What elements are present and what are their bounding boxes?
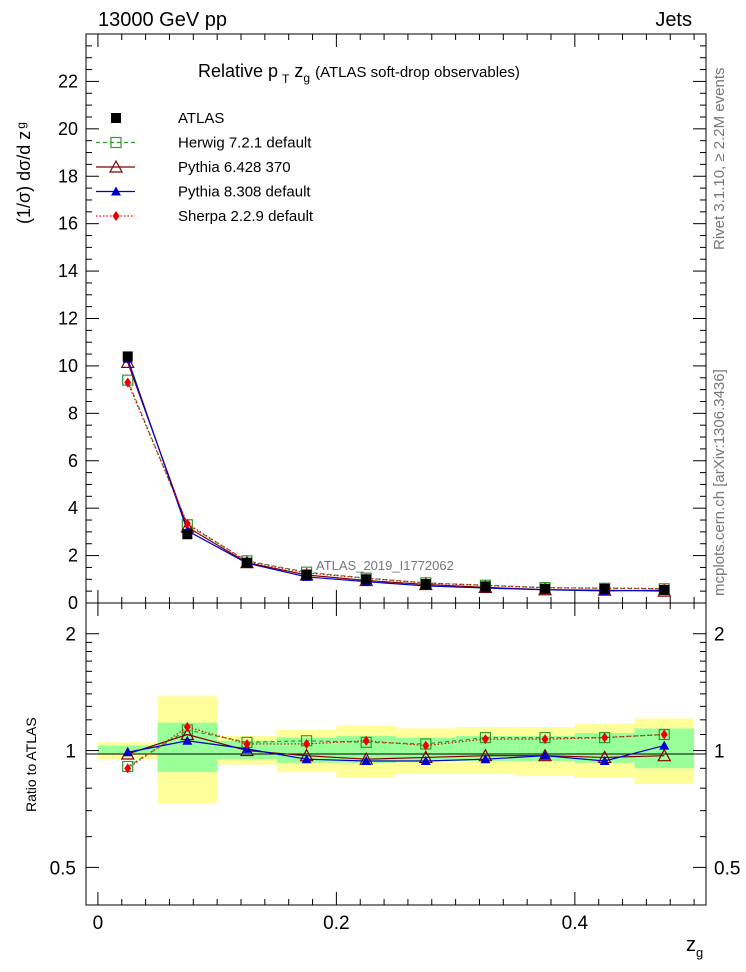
ratio-data-point [601,732,609,743]
main-y-tick-label: 22 [58,71,78,91]
main-data-point [659,584,670,595]
main-data-point [599,583,610,594]
ratio-y-tick-label-right: 1 [714,742,725,763]
main-y-axis: 0 2 4 6 8 10 12 14 16 18 20 22 [58,45,706,613]
rivet-label: Rivet 3.1.10, ≥ 2.2M events [711,68,728,251]
ratio-data-point [480,754,491,764]
ratio-data-point [659,740,670,750]
ratio-data-point [122,747,133,757]
main-y-tick-label: 12 [58,309,78,329]
main-y-tick-label: 6 [68,451,78,471]
main-y-tick-label: 20 [58,119,78,139]
ratio-y-label: Ratio to ATLAS [23,717,39,812]
ratio-y-tick-label-right: 0.5 [714,858,740,879]
main-data-point [183,518,191,529]
main-data-point [420,579,431,590]
legend-label: Pythia 6.428 370 [178,159,291,176]
ratio-data-point [183,722,191,733]
legend-label: Pythia 8.308 default [178,184,311,201]
x-axis: 0 0.2 0.4 [93,34,695,934]
legend-marker [111,113,121,123]
main-y-tick-label: 4 [68,498,78,518]
ratio-data-point [303,738,311,749]
ratio-frame [85,602,707,906]
mcplots-label: mcplots.cern.ch [arXiv:1306.3436] [711,369,728,596]
ratio-series-line [127,740,665,762]
legend-item: Pythia 8.308 default [96,184,311,201]
ratio-y-tick-label: 0.5 [50,858,76,879]
main-series-line [127,382,665,590]
main-data-point [241,557,252,568]
ratio-data-point [538,748,553,762]
ratio-data-point [362,735,370,746]
main-y-tick-label: 16 [58,214,78,234]
ratio-y-axis: 0.5 0.5 1 1 2 2 [50,625,741,880]
ratio-y-tick-label: 2 [65,625,76,646]
main-series-line [127,358,665,592]
ratio-series-line [127,729,665,767]
legend-marker [110,136,122,149]
legend: ATLAS Herwig 7.2.1 default Pythia 6.428 37… [96,110,314,225]
ratio-data-point [660,729,668,740]
ratio-data-point [657,748,672,762]
main-series-0 [122,351,670,595]
legend-label: ATLAS [178,110,224,127]
main-data-point [122,351,133,362]
legend-label: Sherpa 2.2.9 default [178,208,314,225]
ratio-data-point [124,763,132,774]
x-tick-label: 0.4 [562,913,589,934]
header-right: Jets [655,9,692,31]
main-data-point [540,583,551,594]
header-left: 13000 GeV pp [98,9,227,31]
analysis-watermark: ATLAS_2019_I1772062 [316,558,454,573]
ratio-series-3 [124,722,668,774]
main-plot-area [120,351,672,597]
ratio-data-point [361,755,372,765]
main-data-point [301,569,312,580]
ratio-panel: 0.5 0.51 12 2 0 0.2 0.4 Ratio to ATLAS zg [23,34,740,960]
ratio-data-point [541,734,549,745]
ratio-plot-area [120,722,672,774]
ratio-data-point [243,738,251,749]
main-data-point [182,529,193,540]
main-y-label: (1/σ) dσ/d zg [14,122,34,224]
legend-item: ATLAS [111,110,224,127]
main-y-tick-label: 2 [68,546,78,566]
main-data-point [480,581,491,592]
ratio-series-line [127,726,665,769]
ratio-data-point [540,750,551,760]
x-axis-label: zg [686,934,703,960]
ratio-uncertainty-bands [97,696,695,804]
ratio-y-tick-label-right: 2 [714,625,725,646]
main-data-point [124,377,132,388]
main-data-point [361,574,372,585]
legend-marker [112,211,120,221]
main-y-tick-label: 10 [58,356,78,376]
main-y-tick-label: 18 [58,166,78,186]
ratio-y-tick-label: 1 [65,742,76,763]
legend-label: Herwig 7.2.1 default [178,135,312,152]
x-tick-label: 0 [93,913,104,934]
legend-item: Pythia 6.428 370 [96,159,291,176]
legend-item: Herwig 7.2.1 default [96,135,312,152]
ratio-data-point [420,755,431,765]
legend-marker [111,186,121,196]
main-series-line [127,362,665,592]
x-tick-label: 0.2 [323,913,349,934]
legend-marker [108,159,124,173]
legend-item: Sherpa 2.2.9 default [96,208,314,225]
main-y-tick-label: 8 [68,403,78,423]
main-y-tick-label: 14 [58,261,78,281]
ratio-data-point [599,755,610,765]
ratio-data-point [301,754,312,764]
ratio-data-point [422,740,430,751]
main-y-tick-label: 0 [68,593,78,613]
ratio-data-point [182,735,193,745]
ratio-data-point [481,734,489,745]
ratio-series-line [127,733,665,760]
